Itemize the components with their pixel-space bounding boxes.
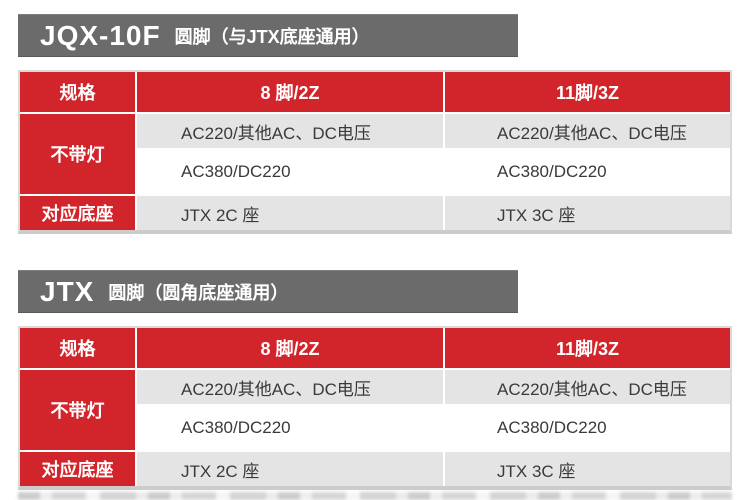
spec-table-jqx10f: 规格 8 脚/2Z 11脚/3Z 不带灯 AC220/其他AC、DC电压 AC2…: [18, 70, 732, 234]
model-title: JTX: [40, 275, 95, 307]
base-cell-8pin: JTX 2C 座: [137, 196, 443, 230]
section-header-jtx: JTX 圆脚（圆角底座通用）: [18, 270, 518, 313]
pin11-header-cell: 11脚/3Z: [445, 328, 730, 368]
voltage-cell-ac220-8pin: AC220/其他AC、DC电压: [137, 370, 443, 404]
pin8-header-cell: 8 脚/2Z: [137, 72, 443, 112]
no-lamp-label-cell: 不带灯: [20, 370, 135, 450]
voltage-cell-ac380-8pin: AC380/DC220: [137, 150, 443, 194]
blurred-caption-strip: [18, 492, 732, 500]
spec-header-cell: 规格: [20, 328, 135, 368]
voltage-cell-ac380-11pin: AC380/DC220: [445, 150, 730, 194]
no-lamp-label-cell: 不带灯: [20, 114, 135, 194]
spec-table-jtx: 规格 8 脚/2Z 11脚/3Z 不带灯 AC220/其他AC、DC电压 AC2…: [18, 326, 732, 490]
voltage-cell-ac220-11pin: AC220/其他AC、DC电压: [445, 370, 730, 404]
voltage-cell-ac380-11pin: AC380/DC220: [445, 406, 730, 450]
pin8-header-cell: 8 脚/2Z: [137, 328, 443, 368]
base-cell-8pin: JTX 2C 座: [137, 452, 443, 486]
voltage-cell-ac220-11pin: AC220/其他AC、DC电压: [445, 114, 730, 148]
section-header-jqx10f: JQX-10F 圆脚（与JTX底座通用）: [18, 14, 518, 57]
model-subtitle: 圆脚（圆角底座通用）: [108, 282, 289, 303]
pin11-header-cell: 11脚/3Z: [445, 72, 730, 112]
base-label-cell: 对应底座: [20, 196, 135, 230]
model-subtitle: 圆脚（与JTX底座通用）: [174, 26, 370, 47]
voltage-cell-ac220-8pin: AC220/其他AC、DC电压: [137, 114, 443, 148]
base-label-cell: 对应底座: [20, 452, 135, 486]
model-title: JQX-10F: [40, 19, 161, 51]
voltage-cell-ac380-8pin: AC380/DC220: [137, 406, 443, 450]
base-cell-11pin: JTX 3C 座: [445, 452, 730, 486]
spec-header-cell: 规格: [20, 72, 135, 112]
base-cell-11pin: JTX 3C 座: [445, 196, 730, 230]
